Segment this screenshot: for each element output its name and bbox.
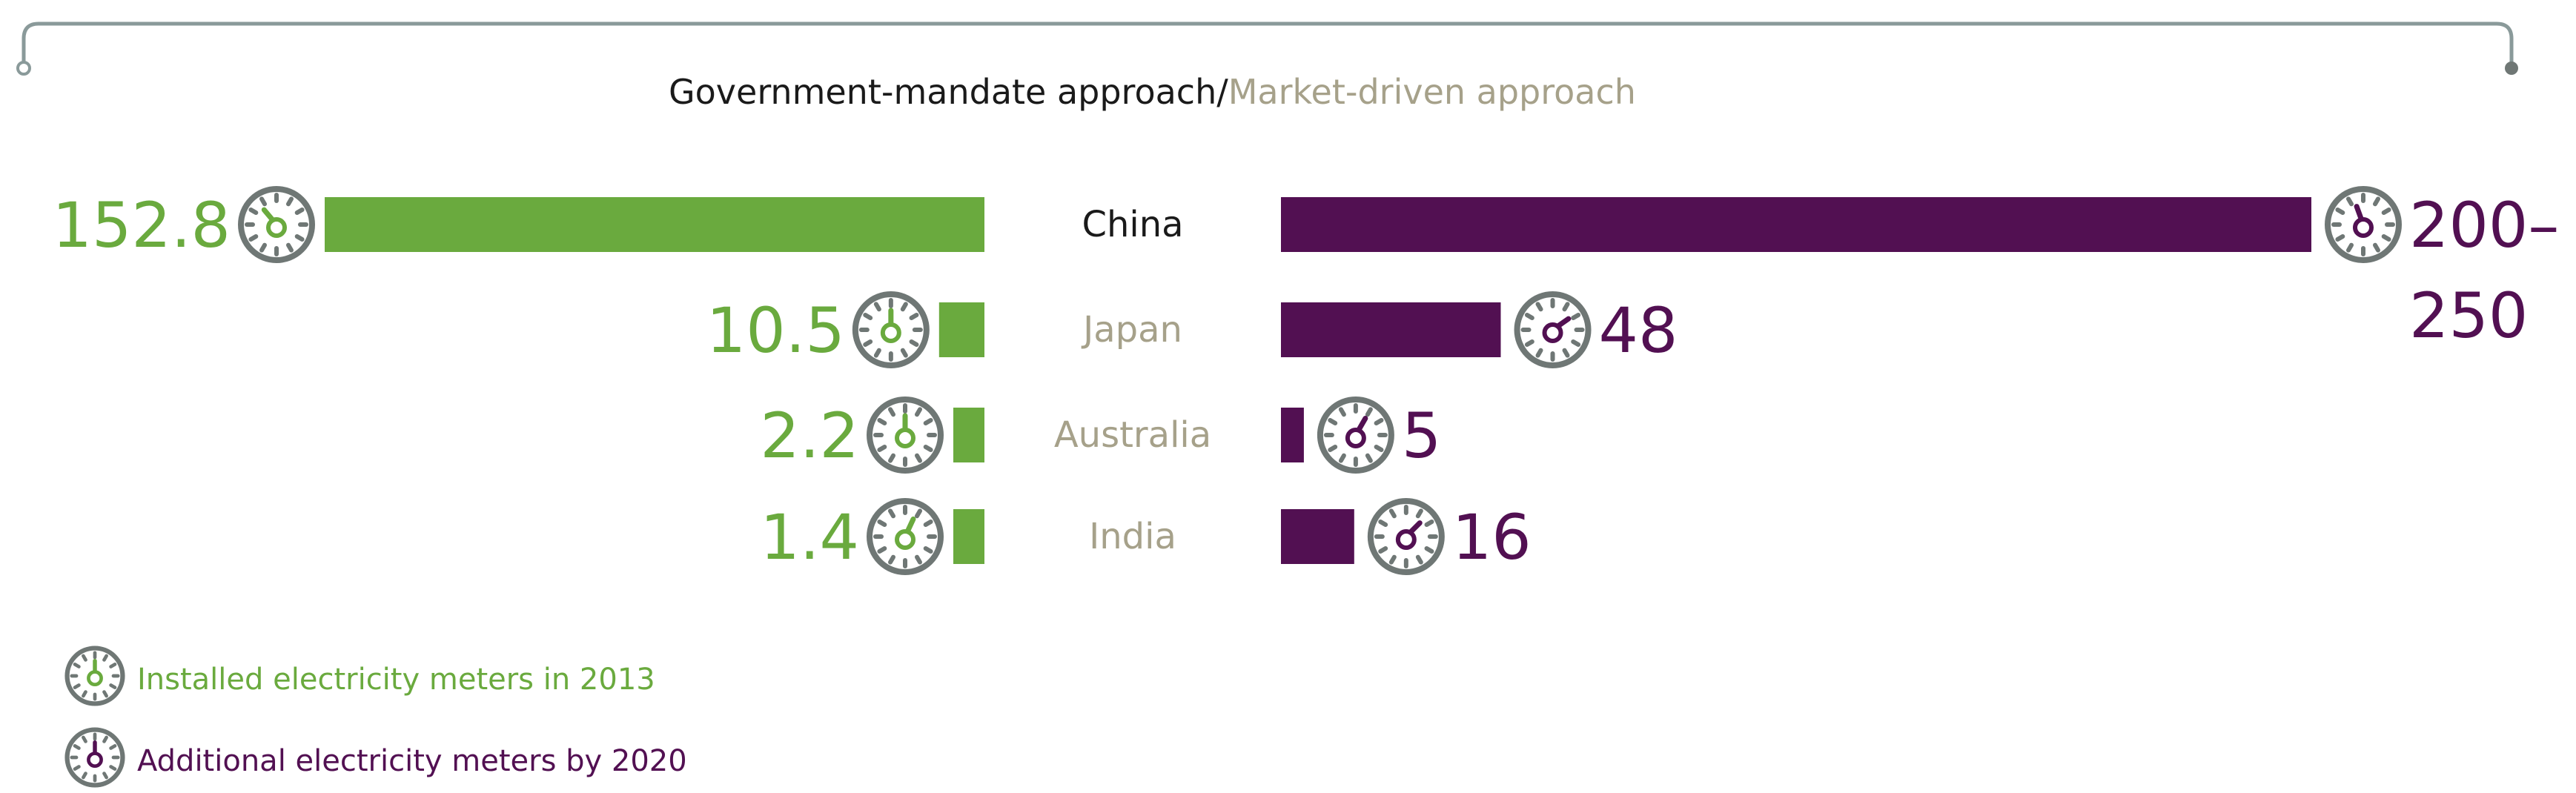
installed-value-label: 10.5 <box>706 294 845 367</box>
installed-meter-icon <box>241 189 312 260</box>
chart-row-japan: 10.5 Japan 48 <box>706 294 1678 367</box>
installed-value-label: 1.4 <box>760 501 859 574</box>
installed-bar <box>953 509 984 564</box>
legend-additional-item: Additional electricity meters by 2020 <box>67 730 687 786</box>
installed-value-label: 2.2 <box>760 399 859 472</box>
legend-additional-label: Additional electricity meters by 2020 <box>137 744 687 778</box>
installed-bar <box>325 197 984 252</box>
category-label: Australia <box>1054 414 1211 456</box>
chart-row-china: 152.8 China 200– 250 <box>53 189 2559 352</box>
chart-row-australia: 2.2 Australia 5 <box>760 399 1441 472</box>
approach-separator: / <box>1216 72 1228 112</box>
legend-additional-needle <box>67 730 123 786</box>
installed-meter-icon <box>67 648 123 704</box>
market-approach-label: Market-driven approach <box>1228 72 1636 112</box>
installed-value-label: 152.8 <box>53 189 231 262</box>
additional-meter-icon <box>1320 399 1391 471</box>
installed-meter-icon <box>855 294 927 365</box>
government-approach-label: Government-mandate approach <box>669 72 1216 112</box>
additional-meter-icon <box>67 730 123 786</box>
installed-bar <box>938 302 984 357</box>
category-label: China <box>1082 204 1183 245</box>
chart-row-india: 1.4 India 16 <box>760 501 1532 574</box>
additional-value-label: 200– 250 <box>2409 189 2559 352</box>
legend-installed-item: Installed electricity meters in 2013 <box>67 648 655 704</box>
additional-meter-icon <box>1517 294 1589 365</box>
installed-bar <box>953 408 984 462</box>
legend-installed-needle <box>67 648 123 704</box>
additional-value-label: 16 <box>1452 501 1532 574</box>
additional-bar <box>1281 408 1304 462</box>
additional-value-label: 48 <box>1599 294 1678 367</box>
additional-meter-icon <box>1371 501 1442 572</box>
approach-header: Government-mandate approach/Market-drive… <box>669 72 1636 112</box>
installed-meter-icon <box>870 501 941 572</box>
additional-meter-icon <box>2328 189 2399 260</box>
legend: Installed electricity meters in 2013 Add… <box>67 648 687 786</box>
additional-value-label: 5 <box>1402 399 1441 472</box>
category-label: Japan <box>1081 309 1182 351</box>
header-bracket <box>16 21 2518 76</box>
installed-meter-icon <box>870 399 941 471</box>
additional-bar <box>1281 509 1354 564</box>
category-label: India <box>1089 516 1176 557</box>
bars-layer: 152.8 China 200– 250 10.5 Japan 48 2.2 Australia… <box>53 189 2559 574</box>
additional-bar <box>1281 197 2311 252</box>
legend-installed-label: Installed electricity meters in 2013 <box>137 663 655 697</box>
additional-bar <box>1281 302 1501 357</box>
